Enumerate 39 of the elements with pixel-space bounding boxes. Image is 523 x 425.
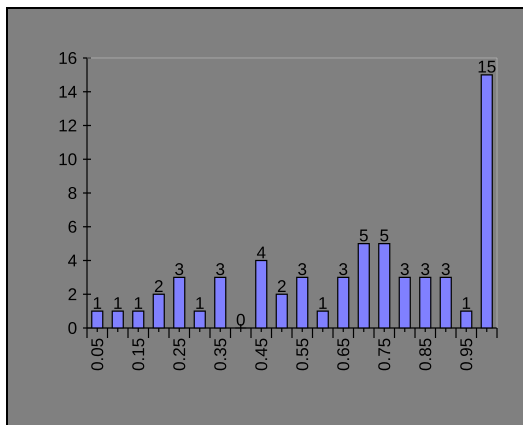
data-label: 3 bbox=[400, 263, 409, 276]
data-label: 0 bbox=[236, 314, 245, 326]
x-tick-label: 0.55 bbox=[296, 338, 308, 370]
y-tick-label: 0 bbox=[68, 322, 76, 334]
y-tick-label: 14 bbox=[60, 86, 77, 98]
data-label: 1 bbox=[94, 297, 102, 309]
data-label: 3 bbox=[298, 263, 306, 276]
y-tick-label: 2 bbox=[68, 288, 76, 300]
data-label: 5 bbox=[380, 230, 388, 242]
x-tick-label: 0.65 bbox=[337, 338, 350, 370]
y-tick-label: 6 bbox=[68, 220, 76, 233]
x-tick-label: 0.35 bbox=[214, 338, 226, 370]
data-label: 3 bbox=[442, 263, 450, 276]
y-tick-label: 10 bbox=[60, 153, 76, 166]
data-label: 3 bbox=[339, 263, 348, 276]
data-label: 1 bbox=[114, 297, 122, 309]
data-label: 3 bbox=[421, 263, 430, 276]
data-label: 1 bbox=[462, 297, 470, 309]
x-tick-label: 0.05 bbox=[91, 338, 104, 370]
y-tick-label: 16 bbox=[60, 52, 76, 64]
data-label: 15 bbox=[478, 60, 496, 73]
x-tick-label: 0.25 bbox=[173, 338, 186, 370]
x-tick-label: 0.45 bbox=[255, 338, 268, 370]
y-tick-label: 4 bbox=[68, 254, 77, 266]
data-label: 2 bbox=[154, 280, 163, 292]
x-tick-label: 0.15 bbox=[132, 338, 144, 370]
x-tick-label: 0.85 bbox=[419, 338, 432, 370]
x-tick-label: 0.95 bbox=[460, 338, 472, 370]
data-label: 3 bbox=[216, 263, 224, 276]
data-label: 5 bbox=[360, 230, 368, 242]
y-tick-label: 12 bbox=[60, 120, 76, 132]
data-label: 2 bbox=[278, 280, 286, 292]
data-label: 3 bbox=[175, 263, 184, 276]
y-tick-label: 8 bbox=[68, 186, 76, 200]
data-label: 1 bbox=[134, 297, 142, 309]
data-label: 1 bbox=[196, 297, 204, 309]
data-label: 1 bbox=[319, 297, 327, 309]
x-tick-label: 0.75 bbox=[378, 338, 390, 370]
data-label: 4 bbox=[256, 246, 266, 258]
